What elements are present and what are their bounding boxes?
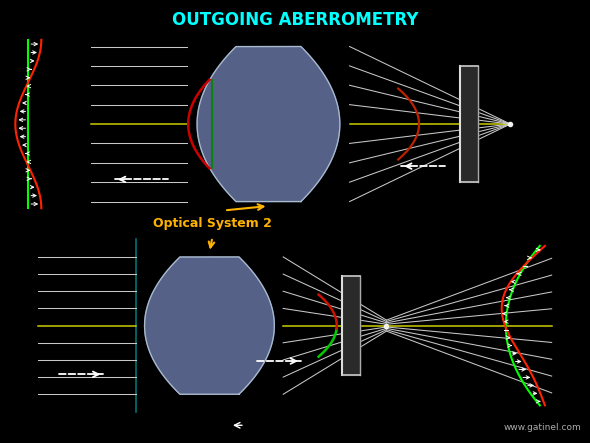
Text: OUTGOING ABERROMETRY: OUTGOING ABERROMETRY xyxy=(172,11,418,29)
Bar xyxy=(460,66,478,182)
Bar xyxy=(342,276,360,376)
Text: www.gatinel.com: www.gatinel.com xyxy=(503,423,581,432)
Polygon shape xyxy=(145,257,274,394)
Text: Optical System 2: Optical System 2 xyxy=(153,217,272,230)
Polygon shape xyxy=(197,47,340,202)
